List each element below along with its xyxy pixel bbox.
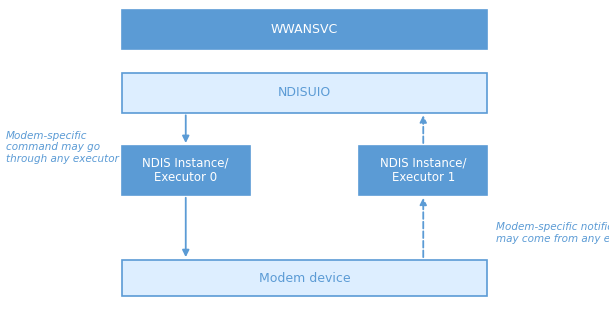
FancyBboxPatch shape	[122, 10, 487, 49]
Text: Modem-specific notification
may come from any executor: Modem-specific notification may come fro…	[496, 222, 609, 244]
Text: Modem device: Modem device	[259, 272, 350, 285]
Text: WWANSVC: WWANSVC	[271, 23, 338, 36]
Text: NDIS Instance/
Executor 1: NDIS Instance/ Executor 1	[380, 156, 466, 184]
FancyBboxPatch shape	[122, 260, 487, 296]
FancyBboxPatch shape	[359, 146, 487, 195]
Text: NDISUIO: NDISUIO	[278, 86, 331, 99]
Text: Modem-specific
command may go
through any executor: Modem-specific command may go through an…	[6, 131, 119, 164]
FancyArrowPatch shape	[420, 117, 426, 143]
FancyArrowPatch shape	[183, 198, 189, 255]
FancyBboxPatch shape	[122, 73, 487, 113]
FancyArrowPatch shape	[183, 115, 189, 141]
FancyArrowPatch shape	[420, 200, 426, 257]
Text: NDIS Instance/
Executor 0: NDIS Instance/ Executor 0	[143, 156, 229, 184]
FancyBboxPatch shape	[122, 146, 250, 195]
